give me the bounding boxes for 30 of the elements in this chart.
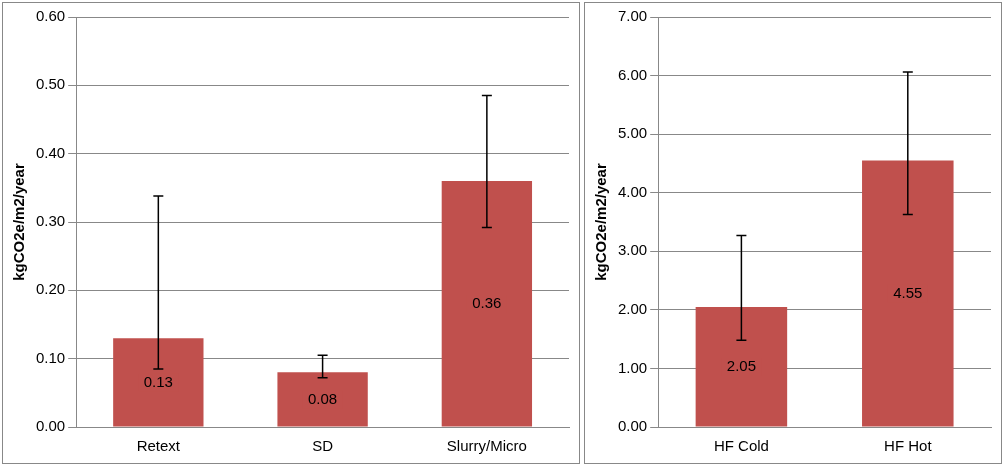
y-axis-title: kgCO2e/m2/year	[10, 163, 28, 281]
y-tick-label: 0.00	[35, 417, 66, 435]
y-axis-title: kgCO2e/m2/year	[592, 163, 610, 281]
y-tick-label: 0.00	[617, 417, 648, 435]
y-tick-label: 6.00	[617, 65, 648, 83]
x-tick-label: HF Hot	[884, 437, 933, 455]
data-label: 2.05	[726, 357, 756, 375]
y-tick-label: 0.60	[35, 7, 66, 25]
y-tick-label: 2.00	[617, 300, 648, 317]
y-tick-label: 7.00	[617, 7, 648, 25]
y-tick-label: 0.20	[35, 280, 66, 298]
data-label: 0.08	[308, 389, 338, 407]
y-tick-label: 5.00	[617, 124, 648, 142]
y-tick-label: 0.10	[35, 348, 66, 366]
y-tick-label: 0.30	[35, 212, 66, 230]
bar	[277, 372, 368, 427]
x-tick-label: Slurry/Micro	[446, 437, 527, 455]
data-label: 0.36	[472, 294, 502, 312]
y-tick-label: 1.00	[617, 358, 648, 376]
x-tick-label: SD	[312, 437, 334, 455]
y-tick-label: 0.50	[35, 75, 66, 93]
y-tick-label: 0.40	[35, 143, 66, 161]
x-tick-label: HF Cold	[713, 437, 769, 455]
x-tick-label: Retext	[136, 437, 181, 455]
bar	[441, 181, 533, 427]
y-tick-label: 4.00	[617, 182, 648, 200]
data-label: 0.13	[143, 372, 173, 390]
y-tick-label: 3.00	[617, 241, 648, 259]
bar	[113, 338, 204, 427]
data-label: 4.55	[893, 283, 923, 301]
